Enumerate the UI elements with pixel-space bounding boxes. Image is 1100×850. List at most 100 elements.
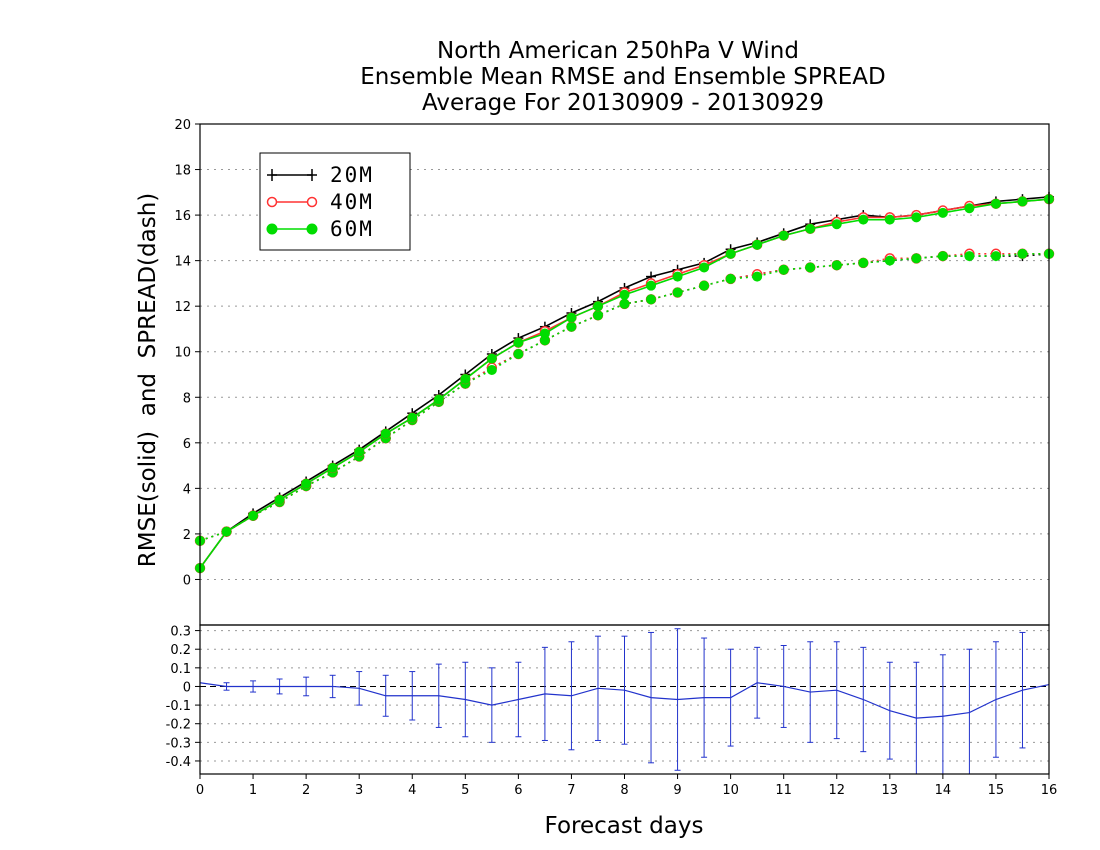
x-tick-label: 4 bbox=[408, 783, 416, 798]
x-tick-label: 5 bbox=[461, 783, 469, 798]
x-tick-label: 11 bbox=[775, 783, 792, 798]
point-60M-solid bbox=[1017, 196, 1028, 207]
point-60M-dash bbox=[619, 298, 630, 309]
top-y-tick-label: 6 bbox=[183, 437, 191, 452]
x-tick-label: 7 bbox=[567, 783, 575, 798]
point-60M-dash bbox=[672, 287, 683, 298]
point-60M-dash bbox=[592, 310, 603, 321]
point-60M-dash bbox=[964, 251, 975, 262]
point-60M-solid bbox=[646, 280, 657, 291]
legend-item-20M: 20M bbox=[267, 163, 374, 187]
point-60M-solid bbox=[248, 510, 259, 521]
point-60M-solid bbox=[566, 312, 577, 323]
point-60M-dash bbox=[805, 262, 816, 273]
x-tick-label: 14 bbox=[935, 783, 952, 798]
point-60M-solid bbox=[778, 230, 789, 241]
legend-marker bbox=[266, 196, 278, 208]
point-60M-solid bbox=[911, 212, 922, 223]
legend-item-40M: 40M bbox=[266, 190, 374, 214]
error-bars bbox=[223, 628, 1026, 774]
legend-label-60M: 60M bbox=[330, 217, 374, 241]
point-60M-solid bbox=[301, 478, 312, 489]
point-60M-solid bbox=[513, 337, 524, 348]
x-tick-label: 12 bbox=[828, 783, 845, 798]
point-60M-solid bbox=[539, 328, 550, 339]
legend-label-40M: 40M bbox=[330, 190, 374, 214]
point-60M-solid bbox=[407, 412, 418, 423]
title-line-2: Ensemble Mean RMSE and Ensemble SPREAD bbox=[360, 64, 885, 90]
difference-line bbox=[199, 682, 1050, 719]
point-60M-solid bbox=[460, 374, 471, 385]
point-60M-dash bbox=[646, 294, 657, 305]
x-tick-label: 6 bbox=[514, 783, 522, 798]
legend-marker bbox=[306, 223, 318, 235]
point-60M-solid bbox=[937, 207, 948, 218]
point-60M-solid bbox=[884, 214, 895, 225]
chart-title: North American 250hPa V Wind Ensemble Me… bbox=[360, 38, 885, 116]
top-y-ticks: 0 2 4 6 8 10 12 14 16 18 20 bbox=[174, 118, 200, 588]
top-y-tick-label: 0 bbox=[183, 573, 191, 588]
point-60M-solid bbox=[619, 289, 630, 300]
x-tick-label: 15 bbox=[988, 783, 1005, 798]
point-60M-solid bbox=[592, 301, 603, 312]
top-y-tick-label: 12 bbox=[174, 300, 191, 315]
legend: 20M 40M 60M bbox=[259, 152, 411, 251]
point-60M-dash bbox=[911, 253, 922, 264]
point-60M-solid bbox=[274, 494, 285, 505]
point-60M-solid bbox=[990, 198, 1001, 209]
bottom-y-tick-label: -0.1 bbox=[166, 699, 191, 714]
x-tick-label: 1 bbox=[249, 783, 257, 798]
point-60M-dash bbox=[566, 321, 577, 332]
legend-label-20M: 20M bbox=[330, 163, 374, 187]
point-60M-dash bbox=[725, 273, 736, 284]
x-tick-label: 2 bbox=[302, 783, 310, 798]
point-60M-solid bbox=[699, 262, 710, 273]
x-tick-label: 8 bbox=[620, 783, 628, 798]
point-60M-solid bbox=[327, 462, 338, 473]
rmse-spread-panel: 0 2 4 6 8 10 12 14 16 18 20 bbox=[174, 118, 1055, 626]
series-line-40M-solid bbox=[199, 198, 1050, 569]
bottom-y-ticks: -0.4 -0.3 -0.2 -0.1 0 0.1 0.2 0.3 bbox=[166, 625, 200, 770]
point-60M-dash bbox=[1017, 248, 1028, 259]
x-tick-label: 16 bbox=[1041, 783, 1058, 798]
top-y-tick-label: 8 bbox=[183, 391, 191, 406]
title-line-1: North American 250hPa V Wind bbox=[437, 38, 799, 64]
point-60M-dash bbox=[486, 364, 497, 375]
point-60M-solid bbox=[380, 428, 391, 439]
bottom-gridlines bbox=[200, 630, 1049, 762]
point-60M-solid bbox=[858, 214, 869, 225]
point-60M-solid bbox=[433, 394, 444, 405]
x-tick-label: 9 bbox=[673, 783, 681, 798]
y-axis-label: RMSE(solid) and SPREAD(dash) bbox=[135, 193, 161, 567]
point-60M-dash bbox=[937, 251, 948, 262]
legend-item-60M: 60M bbox=[266, 217, 374, 241]
x-tick-label: 13 bbox=[882, 783, 899, 798]
legend-marker bbox=[266, 223, 278, 235]
point-60M-dash bbox=[858, 257, 869, 268]
point-60M-dash bbox=[990, 251, 1001, 262]
point-60M-dash bbox=[513, 349, 524, 360]
bottom-y-tick-label: 0 bbox=[183, 680, 191, 695]
title-line-3: Average For 20130909 - 20130929 bbox=[422, 90, 824, 116]
point-60M-dash bbox=[778, 264, 789, 275]
top-y-tick-label: 10 bbox=[174, 346, 191, 361]
x-tick-label: 0 bbox=[196, 783, 204, 798]
x-tick-label: 10 bbox=[722, 783, 739, 798]
point-60M-dash bbox=[884, 255, 895, 266]
top-y-tick-label: 14 bbox=[174, 255, 191, 270]
bottom-y-tick-label: -0.2 bbox=[166, 718, 191, 733]
series-60M-solid bbox=[195, 194, 1054, 574]
bottom-y-tick-label: 0.1 bbox=[170, 662, 191, 677]
top-y-tick-label: 20 bbox=[174, 118, 191, 133]
series-line-60M-solid bbox=[199, 198, 1050, 569]
point-60M-solid bbox=[831, 219, 842, 230]
difference-series bbox=[199, 628, 1050, 774]
point-60M-solid bbox=[486, 353, 497, 364]
point-60M-solid bbox=[354, 446, 365, 457]
point-60M-dash bbox=[699, 280, 710, 291]
point-60M-solid bbox=[725, 248, 736, 259]
top-y-tick-label: 18 bbox=[174, 164, 191, 179]
series-line-20M-solid bbox=[199, 196, 1050, 569]
bottom-y-tick-label: 0.2 bbox=[170, 643, 191, 658]
